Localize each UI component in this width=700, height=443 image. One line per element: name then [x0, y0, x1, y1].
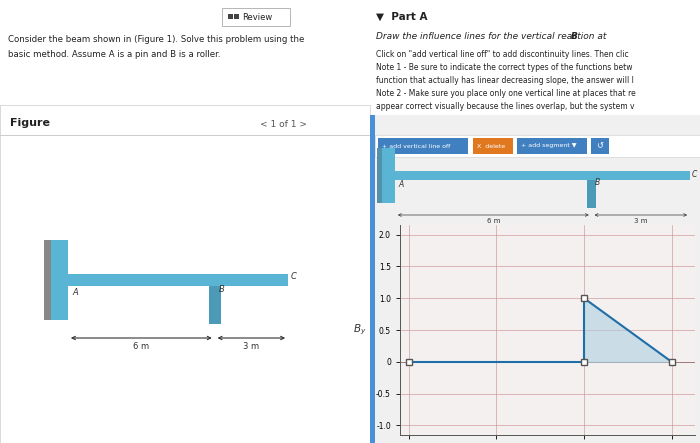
Text: Draw the influence lines for the vertical reaction at: Draw the influence lines for the vertica…: [376, 32, 609, 41]
Text: appear correct visually because the lines overlap, but the system v: appear correct visually because the line…: [376, 102, 634, 111]
Text: ↺: ↺: [596, 141, 603, 151]
Bar: [591, 138, 609, 154]
Text: 6 m: 6 m: [486, 218, 500, 224]
Text: ▼  Part A: ▼ Part A: [376, 12, 428, 22]
Text: Figure: Figure: [10, 118, 50, 128]
Bar: [0, 0, 370, 443]
Bar: [587, 179, 596, 207]
Bar: [44, 240, 51, 320]
Text: Note 1 - Be sure to indicate the correct types of the functions betw: Note 1 - Be sure to indicate the correct…: [376, 63, 633, 72]
Text: A: A: [398, 180, 403, 189]
Bar: [222, 8, 290, 26]
Bar: [378, 138, 468, 154]
Text: B: B: [218, 285, 225, 294]
Bar: [370, 0, 700, 443]
Text: A: A: [72, 288, 78, 297]
Text: + add vertical line off: + add vertical line off: [382, 144, 450, 148]
Bar: [234, 14, 239, 19]
Text: function that actually has linear decreasing slope, the answer will l: function that actually has linear decrea…: [376, 76, 634, 85]
Text: 3 m: 3 m: [634, 218, 648, 224]
Text: C: C: [692, 170, 697, 179]
Text: X  delete: X delete: [477, 144, 505, 148]
Bar: [395, 171, 690, 179]
Bar: [377, 148, 382, 202]
Bar: [473, 138, 513, 154]
Text: basic method. Assume A is a pin and B is a roller.: basic method. Assume A is a pin and B is…: [8, 50, 220, 59]
Text: Review: Review: [242, 12, 272, 22]
Text: Note 2 - Make sure you place only one vertical line at places that re: Note 2 - Make sure you place only one ve…: [376, 89, 636, 98]
Bar: [517, 138, 587, 154]
Text: + add segment ▼: + add segment ▼: [521, 144, 577, 148]
Bar: [375, 135, 700, 157]
Bar: [209, 286, 220, 324]
Bar: [370, 115, 375, 443]
Text: < 1 of 1 >: < 1 of 1 >: [260, 120, 307, 129]
Bar: [228, 14, 233, 19]
Bar: [0, 105, 370, 443]
Bar: [0, 0, 370, 105]
Text: 6 m: 6 m: [133, 342, 149, 351]
Text: B: B: [571, 32, 578, 41]
Text: 3 m: 3 m: [244, 342, 260, 351]
Text: Consider the beam shown in (Figure 1). Solve this problem using the: Consider the beam shown in (Figure 1). S…: [8, 35, 304, 44]
Text: B: B: [595, 178, 600, 187]
Bar: [370, 0, 700, 115]
Y-axis label: $B_y$: $B_y$: [353, 323, 366, 337]
Bar: [68, 274, 288, 286]
Text: C: C: [291, 272, 297, 281]
Bar: [50, 240, 68, 320]
Bar: [382, 148, 395, 202]
Text: Click on "add vertical line off" to add discontinuity lines. Then clic: Click on "add vertical line off" to add …: [376, 50, 629, 59]
